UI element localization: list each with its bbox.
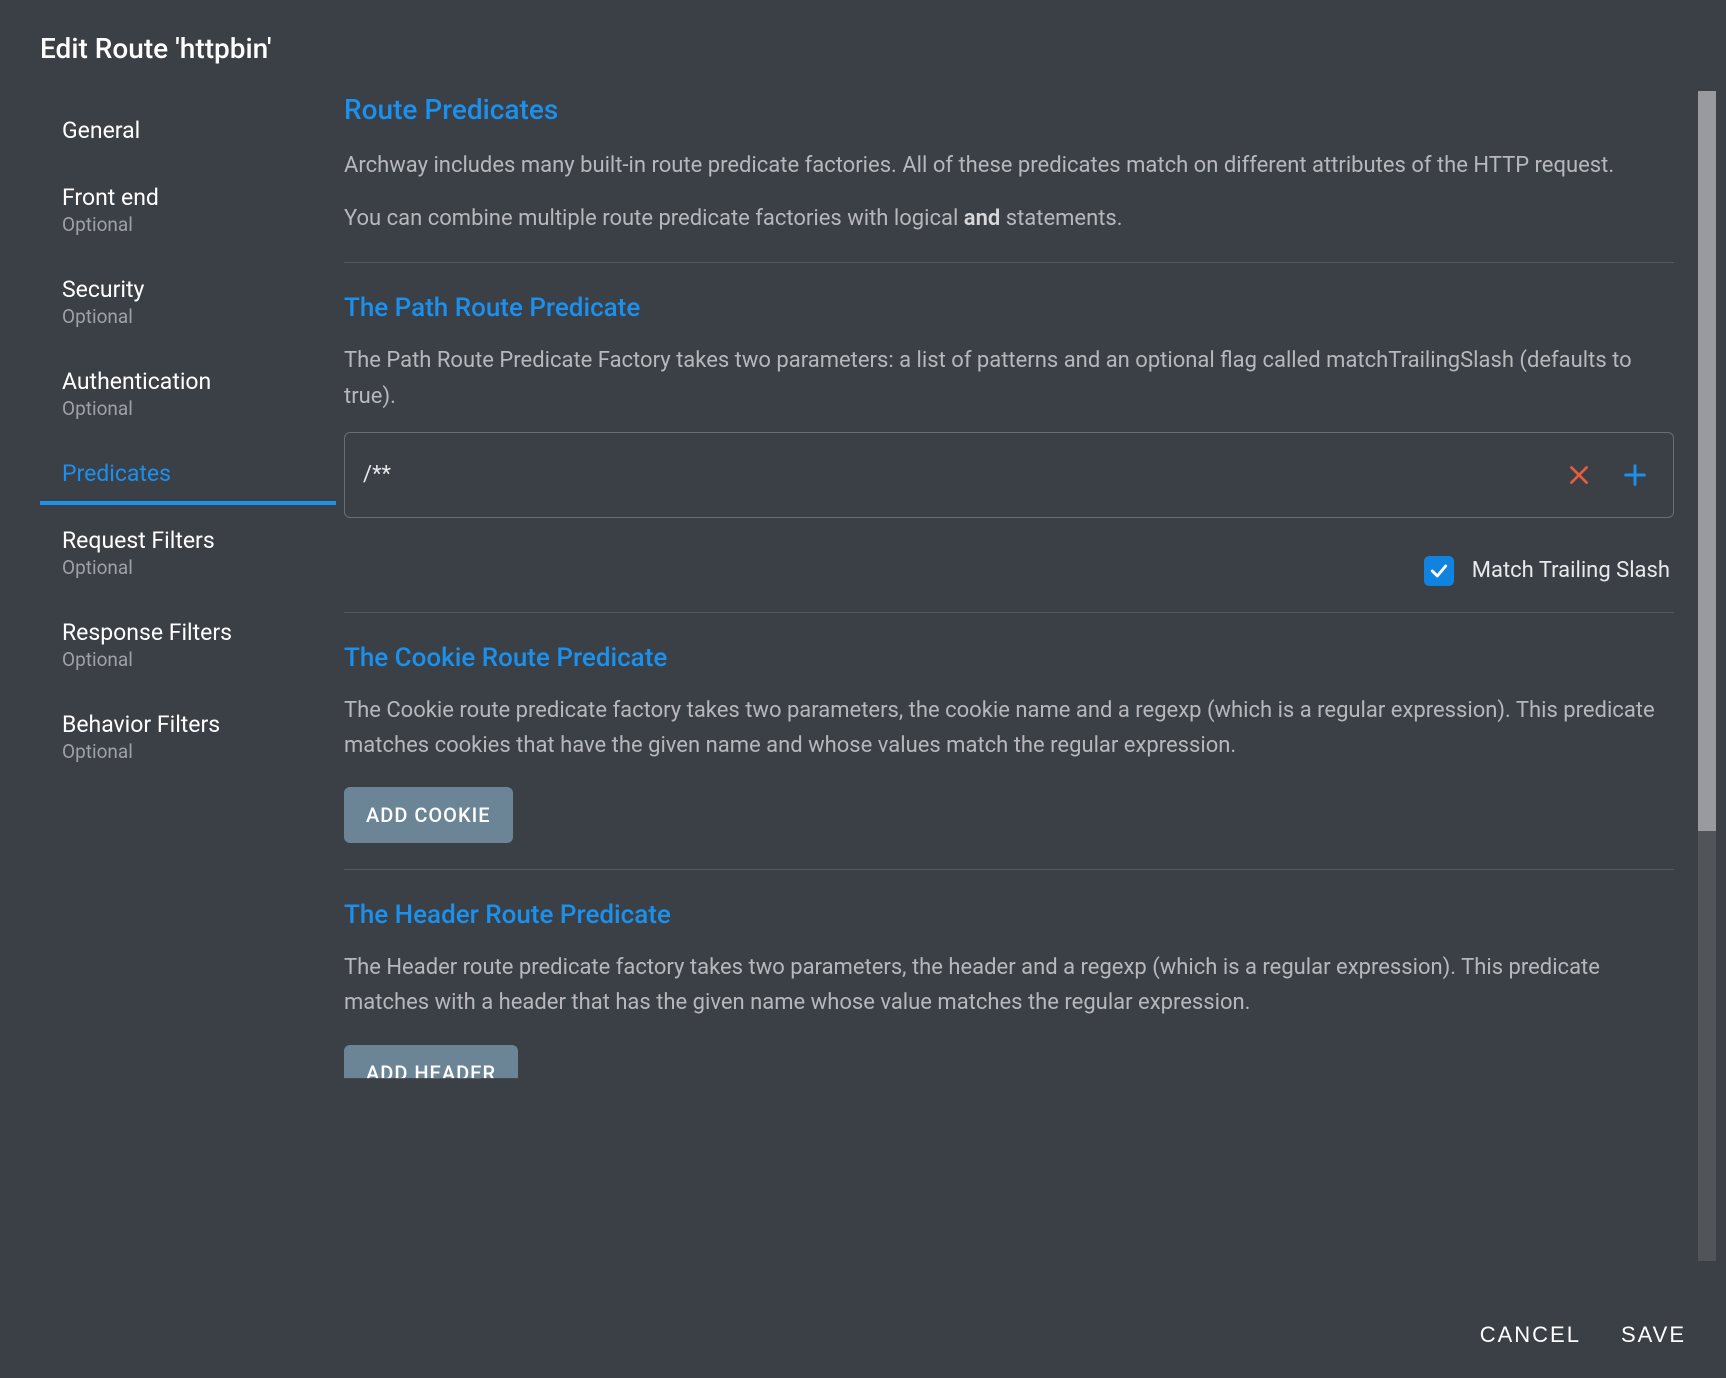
modal-title: Edit Route 'httpbin' [40,32,1686,65]
sidebar-item-general[interactable]: General [40,103,336,162]
intro-p2-a: You can combine multiple route predicate… [344,206,964,231]
sidebar-item-authentication[interactable]: AuthenticationOptional [40,354,336,438]
add-header-button[interactable]: ADD HEADER [344,1045,518,1101]
sidebar: GeneralFront endOptionalSecurityOptional… [40,85,336,1294]
sidebar-item-behavior-filters[interactable]: Behavior FiltersOptional [40,697,336,781]
remove-path-button[interactable] [1559,455,1599,495]
sidebar-item-optional: Optional [62,648,336,671]
route-predicates-title: Route Predicates [344,93,1674,126]
intro-p2-b: statements. [1000,206,1122,231]
sidebar-item-security[interactable]: SecurityOptional [40,262,336,346]
check-icon [1429,561,1449,581]
sidebar-item-front-end[interactable]: Front endOptional [40,170,336,254]
section-header-predicate: The Header Route Predicate The Header ro… [344,900,1674,1100]
cookie-predicate-title: The Cookie Route Predicate [344,643,1674,673]
sidebar-item-optional: Optional [62,740,336,763]
sidebar-item-label: Behavior Filters [62,711,336,738]
sidebar-item-request-filters[interactable]: Request FiltersOptional [40,513,336,597]
sidebar-item-optional: Optional [62,397,336,420]
scrollbar-track[interactable] [1698,91,1716,1261]
section-cookie-predicate: The Cookie Route Predicate The Cookie ro… [344,643,1674,843]
header-predicate-title: The Header Route Predicate [344,900,1674,930]
intro-paragraph-2: You can combine multiple route predicate… [344,201,1674,236]
sidebar-item-optional: Optional [62,305,336,328]
content-scroll[interactable]: Route Predicates Archway includes many b… [336,85,1714,1265]
save-button[interactable]: SAVE [1621,1322,1686,1348]
sidebar-item-label: Authentication [62,368,336,395]
sidebar-item-label: Security [62,276,336,303]
sidebar-item-label: Response Filters [62,619,336,646]
path-predicate-desc: The Path Route Predicate Factory takes t… [344,343,1674,413]
path-pattern-input[interactable] [363,462,1543,487]
divider [344,612,1674,613]
content-area: Route Predicates Archway includes many b… [336,85,1714,1294]
add-path-button[interactable] [1615,455,1655,495]
sidebar-item-label: Predicates [62,460,336,487]
intro-p2-strong: and [964,206,1001,231]
modal-footer: CANCEL SAVE [0,1294,1726,1378]
edit-route-modal: Edit Route 'httpbin' GeneralFront endOpt… [0,0,1726,1378]
add-cookie-button[interactable]: ADD COOKIE [344,787,513,843]
close-icon [1566,462,1592,488]
modal-header: Edit Route 'httpbin' [0,0,1726,85]
path-pattern-row [344,432,1674,518]
sidebar-item-label: General [62,117,336,144]
sidebar-item-label: Request Filters [62,527,336,554]
match-trailing-slash-label: Match Trailing Slash [1472,558,1670,583]
divider [344,869,1674,870]
section-path-predicate: The Path Route Predicate The Path Route … [344,293,1674,585]
sidebar-item-response-filters[interactable]: Response FiltersOptional [40,605,336,689]
cookie-predicate-desc: The Cookie route predicate factory takes… [344,693,1674,763]
sidebar-item-optional: Optional [62,213,336,236]
plus-icon [1621,461,1649,489]
modal-body: GeneralFront endOptionalSecurityOptional… [0,85,1726,1294]
scrollbar-thumb[interactable] [1698,91,1716,831]
path-predicate-title: The Path Route Predicate [344,293,1674,323]
intro-paragraph-1: Archway includes many built-in route pre… [344,148,1674,183]
header-predicate-desc: The Header route predicate factory takes… [344,950,1674,1020]
sidebar-item-predicates[interactable]: Predicates [40,446,336,505]
sidebar-item-optional: Optional [62,556,336,579]
section-route-predicates: Route Predicates Archway includes many b… [344,93,1674,236]
match-trailing-slash-checkbox[interactable] [1424,556,1454,586]
sidebar-item-label: Front end [62,184,336,211]
cancel-button[interactable]: CANCEL [1480,1322,1581,1348]
divider [344,262,1674,263]
match-trailing-slash-row: Match Trailing Slash [344,556,1674,586]
